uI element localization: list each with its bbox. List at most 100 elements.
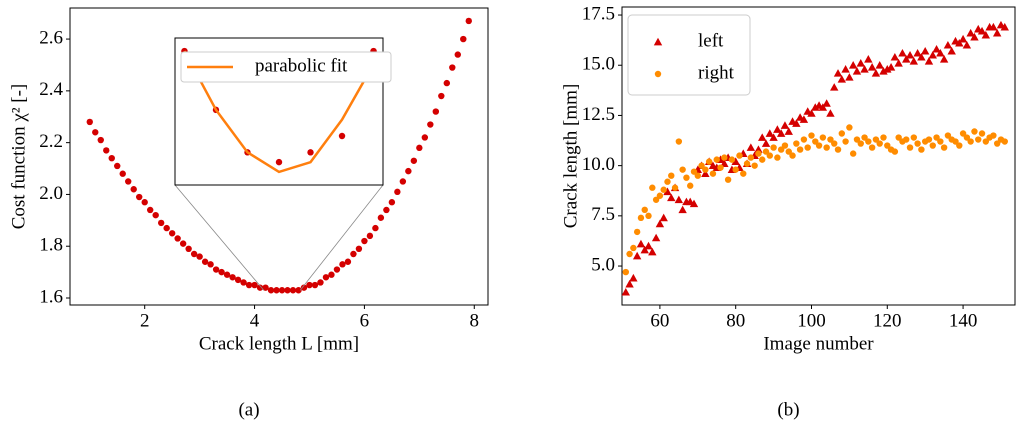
marker [947,46,956,55]
marker [849,150,857,157]
marker [152,211,159,219]
marker [796,146,804,153]
marker [914,140,921,147]
marker [845,73,854,81]
marker [717,164,724,171]
marker [823,144,830,151]
marker [971,128,978,135]
marker [652,196,660,203]
marker [438,92,445,100]
marker [97,136,104,144]
marker [256,284,264,291]
marker [361,237,368,245]
marker [218,268,225,276]
x-tick-label: 60 [650,310,669,331]
marker [784,127,793,135]
marker [701,169,710,178]
marker [674,195,684,204]
marker [284,287,291,294]
marker [687,182,694,189]
y-tick-label: 5.0 [591,254,615,275]
marker [982,138,990,145]
marker [339,261,346,268]
x-tick-label: 8 [470,310,480,331]
y-tick-label: 2.6 [39,27,63,48]
marker [781,142,789,149]
marker [861,134,868,141]
marker [641,206,648,214]
marker [928,50,937,59]
marker [212,266,220,273]
marker [770,144,777,151]
marker [746,143,756,151]
marker [648,247,657,256]
marker [207,261,214,268]
y-tick-label: 2.2 [39,131,63,152]
marker [872,136,880,143]
axes-frame [69,7,489,306]
marker [780,121,790,129]
marker [651,233,661,242]
marker [936,48,945,57]
marker [416,144,423,152]
marker [240,279,247,286]
marker [886,63,896,71]
marker [932,44,941,53]
marker [1001,138,1008,145]
marker [890,53,900,61]
marker [289,287,297,294]
marker [713,156,720,163]
marker [394,188,401,196]
marker [833,69,843,77]
marker [776,129,786,137]
marker [970,32,979,41]
marker [678,205,687,214]
marker [632,251,642,260]
y-tick-label: 7.5 [591,204,615,225]
y-tick-label: 2.0 [39,183,63,204]
x-tick-label: 4 [250,310,260,331]
marker [736,152,743,159]
marker [811,103,820,111]
marker [405,167,412,175]
marker [902,55,911,63]
marker [842,138,849,145]
marker [307,149,314,156]
marker [640,245,649,254]
marker [683,174,690,181]
marker [157,219,165,227]
marker [956,142,963,149]
marker [937,138,944,145]
marker [311,281,319,289]
marker [990,132,997,139]
marker [743,160,751,167]
marker [924,57,934,65]
marker [846,124,853,131]
marker [185,245,192,253]
marker [815,142,823,149]
marker [350,250,357,258]
y-tick-label: 10.0 [582,154,615,175]
marker [689,199,699,208]
marker [119,170,126,177]
marker [830,83,839,91]
marker [865,138,872,145]
axes-frame [621,6,1016,306]
marker [660,186,667,193]
marker [317,279,324,286]
marker [894,59,903,67]
marker [867,63,877,71]
marker [759,156,766,163]
y-tick-label: 17.5 [582,3,615,24]
marker [766,152,774,159]
marker [679,166,686,173]
marker [698,162,705,169]
marker [906,144,914,151]
marker [879,67,888,75]
x-axis-label: Crack length L [mm] [199,333,359,354]
marker [659,213,668,222]
y-tick-label: 1.6 [39,286,63,307]
marker [758,133,767,141]
marker [755,150,762,157]
